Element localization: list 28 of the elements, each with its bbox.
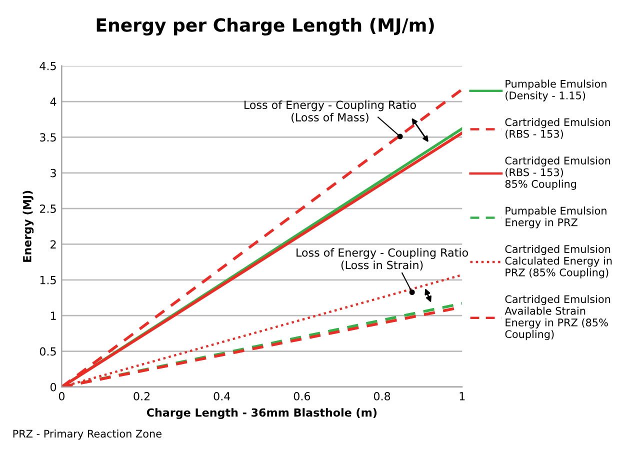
y-tick-label: 4 [50,98,56,106]
y-tick-label: 0.5 [40,347,56,356]
legend-label: Cartridged Emulsion (RBS - 153) [505,118,610,140]
annotation: Loss of Energy - Coupling Ratio (Loss of Mass) [244,100,416,123]
legend-label: Cartridged Emulsion (RBS - 153) 85% Coupling [505,156,610,190]
y-tick-label: 3 [50,168,56,178]
legend-label: Cartridged Emulsion Calculated Energy in PRZ (85% Coupling) [505,244,612,278]
legend-label: Pumpable Emulsion Energy in PRZ [506,206,606,228]
y-tick-label: 2 [50,240,56,248]
y-tick-label: 3.5 [40,133,56,142]
text: PRZ - Primary Reaction Zone [13,430,162,440]
x-tick-label: 0.2 [134,392,150,400]
y-tick-label: 4.5 [40,62,56,70]
legend-label: Pumpable Emulsion (Density - 1.15) [506,80,606,102]
annotation: Loss of Energy - Coupling Ratio (Loss in Strain) [296,248,468,271]
y-tick-label: 1.5 [40,276,56,284]
legend-label: Cartridged Emulsion Available Strain Energy in PRZ (85% Coupling) [504,295,610,340]
x-tick-label: 0 [58,392,64,400]
x-tick-label: 0.4 [214,392,230,400]
x-axis-title: Charge Length - 36mm Blasthole (m) [146,408,377,419]
x-tick-label: 0.6 [294,392,310,400]
y-axis-title: Energy (MJ) [22,190,34,262]
chart-title: Energy per Charge Length (MJ/m) [96,18,434,36]
x-tick-label: 1 [460,392,465,400]
y-tick-label: 0 [50,382,56,392]
y-tick-label: 1 [50,312,56,320]
x-tick-label: 0.8 [374,392,390,400]
y-tick-label: 2.5 [40,204,56,213]
